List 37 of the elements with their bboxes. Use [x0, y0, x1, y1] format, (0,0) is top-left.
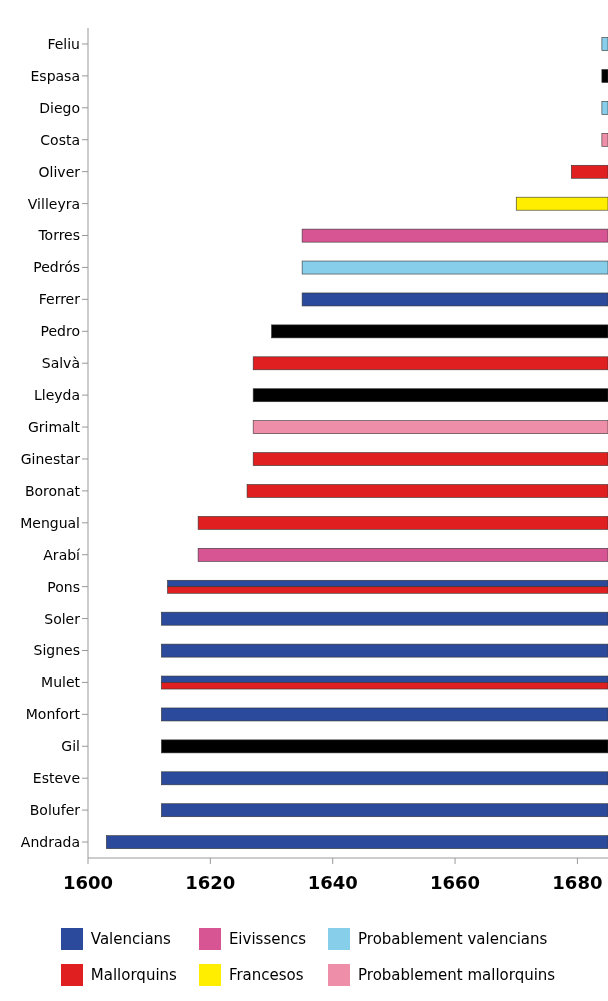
y-tick-label: Oliver	[38, 163, 81, 180]
legend-label: Probablement mallorquins	[358, 966, 556, 984]
legend-label: Francesos	[228, 966, 304, 984]
y-tick-label: Signes	[33, 642, 80, 659]
y-tick-label: Bolufer	[29, 802, 81, 819]
x-tick-label: 1620	[185, 871, 236, 893]
legend-label: Mallorquins	[90, 966, 177, 984]
x-tick-label: 1660	[430, 871, 481, 893]
y-tick-label: Villeyra	[27, 195, 80, 212]
y-tick-label: Pons	[47, 578, 80, 595]
y-tick-label: Boronat	[24, 482, 81, 499]
x-tick-label: 1680	[552, 871, 603, 893]
y-tick-label: Espasa	[30, 67, 80, 84]
y-tick-label: Pedro	[40, 323, 80, 340]
y-tick-label: Salvà	[41, 355, 80, 372]
y-tick-label: Esteve	[32, 770, 80, 787]
y-tick-label: Mengual	[20, 514, 80, 531]
y-tick-label: Lleyda	[33, 387, 80, 404]
legend-label: Eivissencs	[228, 930, 307, 948]
y-tick-label: Andrada	[20, 834, 80, 851]
y-tick-label: Feliu	[47, 35, 80, 52]
y-tick-label: Soler	[44, 610, 81, 627]
y-tick-label: Pedrós	[33, 259, 80, 276]
y-tick-label: Ferrer	[38, 291, 81, 308]
legend-label: Valencians	[90, 930, 171, 948]
x-tick-label: 1600	[62, 871, 114, 893]
y-tick-label: Torres	[37, 227, 80, 244]
x-tick-label: 1640	[307, 871, 358, 893]
y-tick-label: Gil	[61, 738, 80, 755]
y-tick-label: Costa	[40, 131, 80, 148]
y-tick-label: Diego	[39, 99, 80, 116]
legend-label: Probablement valencians	[358, 930, 548, 948]
y-tick-label: Grimalt	[27, 419, 81, 436]
y-tick-label: Arabí	[43, 546, 82, 563]
y-tick-label: Mulet	[41, 674, 81, 691]
y-tick-label: Monfort	[25, 706, 81, 723]
y-tick-label: Ginestar	[20, 450, 81, 467]
